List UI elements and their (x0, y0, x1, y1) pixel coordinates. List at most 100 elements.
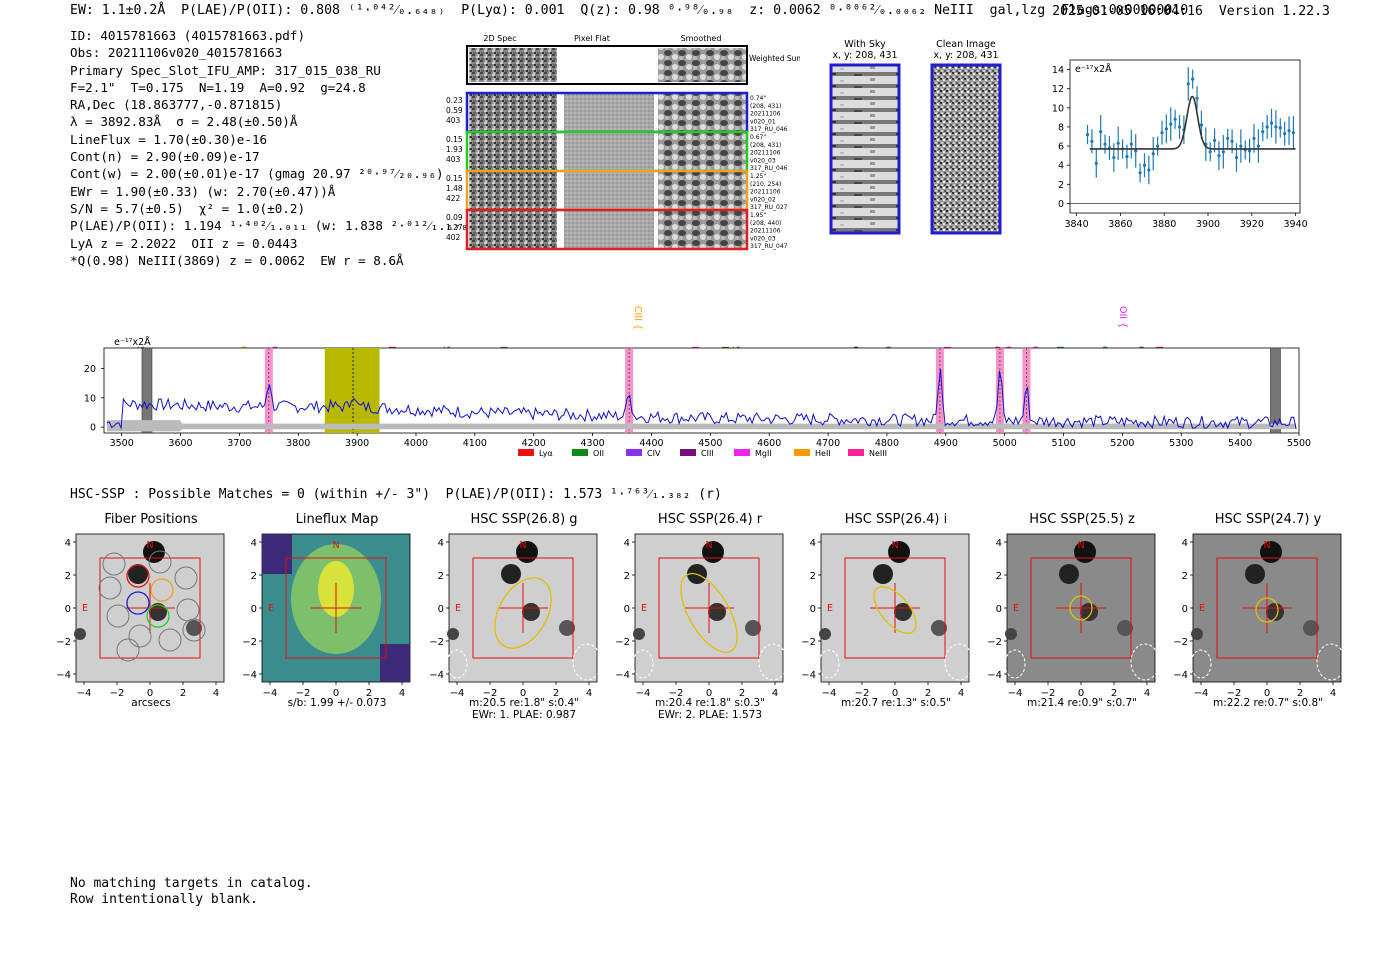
fiber-circle (128, 624, 152, 648)
fit-point (1226, 136, 1230, 141)
cutout-pixelflat (564, 133, 654, 170)
hsc-panel-title: HSC SSP(24.7) y (1214, 512, 1322, 527)
fit-point (1191, 77, 1195, 81)
legend-label: CIV (647, 449, 661, 458)
source-blob (1303, 620, 1319, 636)
line-id-label: Hγ { (719, 346, 730, 348)
hsc-xtick-label: −4 (77, 688, 92, 699)
hsc-xtick-label: 2 (1111, 688, 1117, 699)
hsc-panel-title: HSC SSP(26.4) i (844, 512, 948, 527)
fit-point (1287, 129, 1291, 133)
fiber-circle (158, 628, 182, 652)
hsc-ytick-label: 4 (810, 538, 816, 549)
fit-gaussian-curve (1089, 95, 1296, 150)
fit-point (1085, 132, 1090, 137)
fiber-circle (106, 604, 130, 628)
with-sky-image (829, 63, 901, 235)
source-blob (149, 603, 167, 621)
fiber-circle (174, 566, 198, 590)
hsc-xtick-label: 4 (586, 688, 592, 699)
cutout-left-value: 0.15 (446, 174, 463, 183)
hsc-ytick-label: 2 (251, 571, 257, 582)
fit-point (1217, 154, 1221, 158)
fit-window-band (324, 348, 380, 433)
cutout-right-value: 20211106 (750, 150, 781, 157)
cutout-2dspec (469, 133, 557, 170)
north-label: N (1263, 540, 1270, 551)
spec-xtick-label: 5100 (1051, 438, 1075, 449)
cutout-smoothed (658, 94, 746, 131)
info-cont-n: Cont(n) = 2.90(±0.09)e-17 (70, 149, 260, 165)
spectrum-plot: e⁻¹⁷x2Å 0 10 20 3500 3600 3700 3800 3900 4000 41… (84, 336, 1311, 458)
footer-line-2: Row intentionally blank. (70, 891, 258, 907)
cutout-2dspec (469, 94, 557, 131)
hsc-panel-caption: m:20.5 re:1.8" s:0.4" (469, 697, 579, 709)
cutout-left-value: 403 (446, 155, 461, 164)
fit-point (1230, 139, 1234, 143)
spectrum-line (106, 368, 1297, 430)
hsc-ytick-label: 0 (65, 604, 71, 615)
cutout-left-value: 0.09 (446, 213, 463, 222)
spec-xtick-label: 4800 (875, 438, 899, 449)
hsc-xtick-label: −2 (110, 688, 125, 699)
cutout-row-frame (465, 208, 749, 251)
legend-label: NeIII (869, 449, 887, 458)
source-blob (447, 628, 459, 640)
fit-xtick-label: 3860 (1108, 219, 1132, 230)
source-blob (708, 603, 726, 621)
source-ellipse (873, 586, 917, 634)
hsc-xtick-label: −4 (822, 688, 837, 699)
fiber-circle (116, 638, 140, 662)
line-highlight (625, 348, 634, 433)
cutout-right-value: 1.25" (750, 173, 766, 180)
legend-swatch (794, 449, 810, 456)
fit-point (1164, 127, 1168, 131)
info-slot: Primary Spec_Slot_IFU_AMP: 317_015_038_R… (70, 62, 381, 78)
fit-xtick-label: 3940 (1284, 219, 1308, 230)
fit-point (1173, 117, 1177, 121)
cutout-smoothed (658, 211, 746, 248)
neighbor-ellipse (572, 643, 602, 681)
hsc-xtick-label: −2 (855, 688, 870, 699)
hsc-xtick-label: −4 (263, 688, 278, 699)
fit-point (1156, 144, 1160, 148)
cutout-left-value: 1.48 (446, 184, 463, 193)
hsc-panel-caption: arcsecs (131, 697, 171, 709)
source-blob (501, 564, 521, 584)
line-id-label: OIII { (1135, 346, 1146, 348)
hsc-xtick-label: 0 (520, 688, 526, 699)
spec-xtick-label: 3700 (227, 438, 251, 449)
line-highlight (264, 348, 273, 433)
aperture-box (1216, 557, 1318, 659)
weighted-sum-label: Weighted Sum (749, 54, 800, 63)
east-label: E (1013, 603, 1019, 614)
hsc-xtick-label: −4 (1008, 688, 1023, 699)
info-sn: S/N = 5.7(±0.5) χ² = 1.0(±0.2) (70, 200, 306, 216)
hsc-xtick-label: −2 (1227, 688, 1242, 699)
cutout-right-value: 317_RU_046 (750, 126, 788, 133)
spectrum-ylabel: e⁻¹⁷x2Å (114, 336, 151, 348)
line-highlight (995, 348, 1004, 433)
east-label: E (827, 603, 833, 614)
hsc-ytick-label: −2 (801, 637, 816, 648)
line-id-labels: SiIV {CIV {OII {NV {SiII {HeII {CIII {Hγ… (134, 306, 1163, 348)
info-id: ID: 4015781663 (4015781663.pdf) (70, 28, 306, 43)
hsc-ytick-label: 0 (251, 604, 257, 615)
hsc-xtick-label: −2 (1041, 688, 1056, 699)
source-ellipse (680, 572, 738, 654)
cutout-left-value: 0.15 (446, 135, 463, 144)
fit-xtick-label: 3880 (1152, 219, 1176, 230)
fiber-circle (182, 618, 206, 642)
hsc-ytick-label: −2 (429, 637, 444, 648)
legend-label: OII (593, 449, 604, 458)
north-label: N (705, 540, 712, 551)
lineflux-low (262, 534, 292, 574)
spec-xtick-label: 4700 (816, 438, 840, 449)
with-sky-coords: x, y: 208, 431 (832, 50, 897, 61)
line-id-label: NV { (386, 346, 397, 348)
legend-swatch (626, 449, 642, 456)
spec-xtick-label: 4200 (522, 438, 546, 449)
spec-xtick-label: 3900 (345, 438, 369, 449)
